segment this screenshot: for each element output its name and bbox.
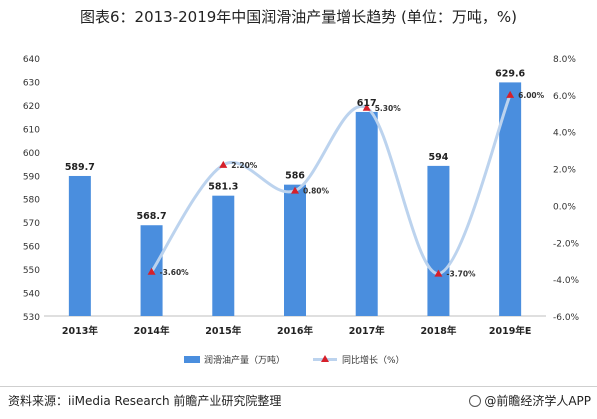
chart-title: 图表6：2013-2019年中国润滑油产量增长趋势 (单位：万吨，%) — [79, 8, 518, 26]
growth-line — [150, 93, 512, 276]
x-tick-label: 2013年 — [62, 325, 98, 337]
bar — [355, 111, 378, 316]
bar-value-label: 589.7 — [65, 162, 95, 173]
bar-value-label: 586 — [285, 171, 305, 182]
y-right-tick-label: 0.0% — [553, 202, 576, 212]
brand-credit: @前瞻经济学人APP — [469, 392, 591, 409]
y-left-tick-label: 530 — [23, 313, 40, 323]
legend-swatch-marker — [321, 355, 329, 362]
y-left-tick-label: 560 — [23, 243, 40, 253]
bar-value-label: 581.3 — [208, 182, 238, 193]
y-right-tick-label: 8.0% — [553, 55, 576, 65]
y-right-tick-label: -6.0% — [553, 313, 580, 323]
y-left-tick-label: 590 — [23, 172, 40, 182]
growth-label: 5.30% — [375, 104, 402, 113]
growth-label: 2.20% — [231, 161, 258, 170]
x-tick-label: 2019年E — [489, 325, 531, 337]
growth-marker — [434, 269, 443, 277]
x-tick-label: 2016年 — [277, 325, 313, 337]
bar — [499, 82, 522, 316]
growth-label: -3.60% — [160, 268, 190, 277]
brand-text: @前瞻经济学人APP — [484, 394, 591, 408]
legend-label-bar: 润滑油产量（万吨） — [204, 354, 285, 366]
y-left-tick-label: 620 — [23, 102, 40, 112]
y-left-tick-label: 550 — [23, 266, 40, 276]
y-left-tick-label: 540 — [23, 290, 40, 300]
y-left-tick-label: 630 — [23, 78, 40, 88]
x-tick-label: 2018年 — [420, 325, 456, 337]
x-tick-label: 2017年 — [349, 325, 385, 337]
growth-marker — [362, 103, 371, 111]
growth-marker — [291, 186, 299, 194]
bar — [284, 184, 306, 316]
y-right-tick-label: 2.0% — [553, 166, 576, 176]
bar — [212, 195, 235, 316]
y-left-tick-label: 640 — [23, 55, 40, 65]
growth-label: 6.00% — [518, 91, 545, 100]
x-tick-label: 2014年 — [134, 325, 170, 337]
y-left-tick-label: 600 — [23, 149, 40, 159]
bar-value-label: 617 — [357, 98, 377, 109]
x-tick-label: 2015年 — [205, 325, 241, 337]
y-left-tick-label: 580 — [23, 196, 40, 206]
y-left-tick-label: 610 — [23, 125, 40, 135]
bar-value-label: 594 — [429, 152, 449, 163]
bar-value-label: 629.6 — [495, 68, 525, 79]
source-note: 资料来源：iiMedia Research 前瞻产业研究院整理 — [8, 394, 282, 408]
divider — [0, 386, 597, 387]
brand-logo-icon — [469, 395, 482, 407]
y-right-tick-label: -4.0% — [553, 276, 580, 286]
y-right-tick-label: -2.0% — [553, 239, 580, 249]
bar-value-label: 568.7 — [137, 211, 167, 222]
growth-marker — [506, 90, 515, 98]
growth-label: 0.80% — [303, 187, 330, 196]
y-left-tick-label: 570 — [23, 219, 40, 229]
y-right-tick-label: 4.0% — [553, 129, 576, 139]
legend-label-line: 同比增长（%） — [342, 354, 405, 366]
growth-label: -3.70% — [446, 270, 476, 279]
growth-marker — [219, 160, 228, 168]
legend-swatch-bar — [184, 356, 200, 363]
growth-marker — [147, 267, 156, 275]
bar — [68, 175, 91, 316]
bar — [427, 165, 450, 316]
y-right-tick-label: 6.0% — [553, 92, 576, 102]
